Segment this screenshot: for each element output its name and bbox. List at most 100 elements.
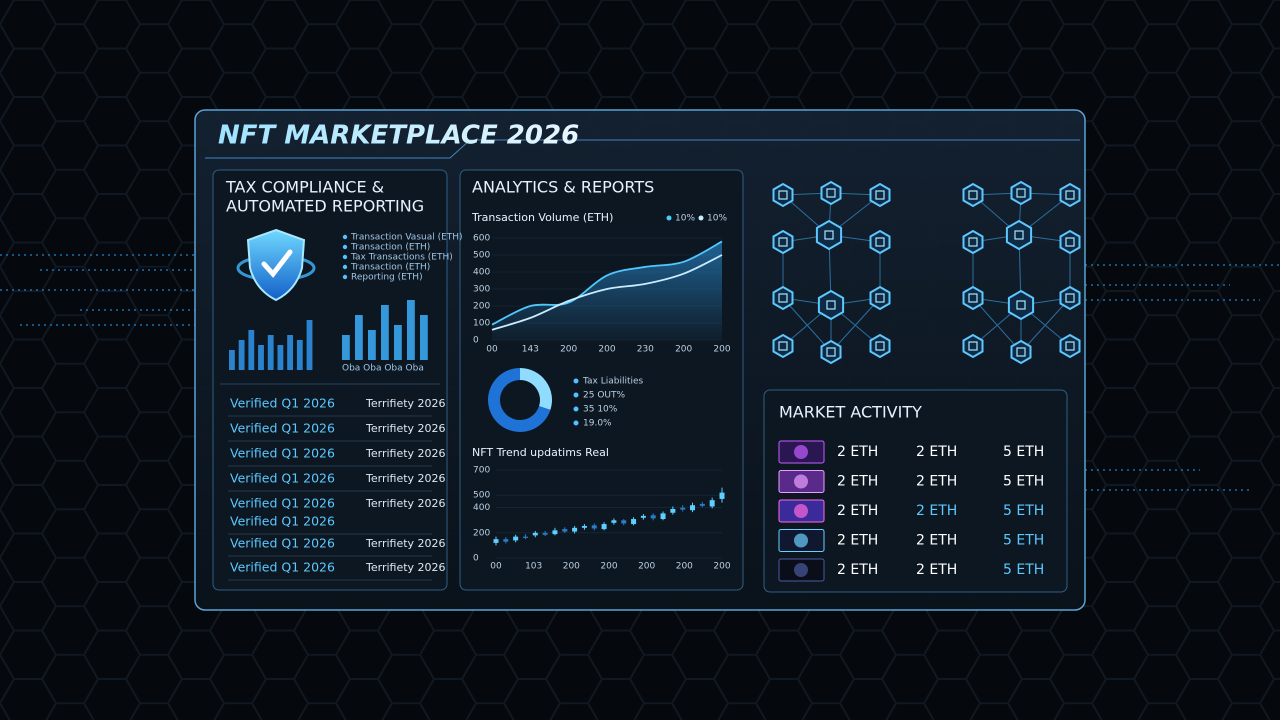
network-node xyxy=(1059,285,1081,311)
row-status: Terrifiety 2026 xyxy=(365,497,446,510)
legend-dot xyxy=(342,254,348,260)
network-icon xyxy=(778,237,788,247)
market-value: 5 ETH xyxy=(1003,562,1044,578)
network-icon xyxy=(1016,347,1026,357)
legend-label: 10% xyxy=(707,214,727,224)
shield-icon xyxy=(236,228,316,302)
nft-thumbnail-art xyxy=(794,533,808,548)
bar xyxy=(407,300,415,360)
row-label: Verified Q1 2026 xyxy=(230,471,335,486)
y-tick-label: 600 xyxy=(473,234,490,244)
network-node xyxy=(962,285,984,311)
network-diagram xyxy=(772,180,1081,365)
bar xyxy=(277,345,284,370)
x-tick-label: 230 xyxy=(637,345,654,355)
network-node xyxy=(1059,182,1081,208)
legend-dot xyxy=(342,234,348,240)
y-tick-label: 200 xyxy=(473,302,490,312)
row-label: Verified Q1 2026 xyxy=(230,421,335,436)
row-label: Verified Q1 2026 xyxy=(230,496,335,511)
candle-body xyxy=(680,507,686,510)
network-node xyxy=(820,180,842,206)
network-node xyxy=(1010,339,1032,365)
x-tick-label: 143 xyxy=(522,345,539,355)
market-value: 2 ETH xyxy=(837,533,878,549)
bar xyxy=(306,320,313,370)
bar xyxy=(342,335,350,360)
candle-body xyxy=(719,492,725,499)
candle-body xyxy=(581,525,587,528)
market-value: 5 ETH xyxy=(1003,503,1044,519)
legend-dot xyxy=(573,392,579,398)
legend-label: Transaction (ETH) xyxy=(350,243,430,253)
y-tick-label: 500 xyxy=(473,491,490,501)
donut-slice xyxy=(487,368,551,432)
x-tick-label: 200 xyxy=(563,562,580,572)
legend-dot xyxy=(698,215,704,221)
candle-body xyxy=(670,508,676,513)
legend-label: Reporting (ETH) xyxy=(351,273,423,283)
bar xyxy=(248,330,255,370)
x-tick-label: 00 xyxy=(490,562,502,572)
bar xyxy=(394,325,402,360)
line xyxy=(491,254,723,331)
nft-thumbnail-art xyxy=(794,474,808,489)
network-node xyxy=(772,333,794,359)
area xyxy=(492,241,722,340)
network-icon xyxy=(778,341,788,351)
row-label: Verified Q1 2026 xyxy=(230,396,335,411)
row-label: Verified Q1 2026 xyxy=(230,536,335,551)
candle-body xyxy=(591,525,597,529)
network-node xyxy=(869,182,891,208)
row-label: Verified Q1 2026 xyxy=(230,560,335,575)
y-tick-label: 200 xyxy=(473,528,490,538)
market-value: 5 ETH xyxy=(1003,474,1044,490)
market-panel xyxy=(763,389,1068,593)
x-tick-label: 200 xyxy=(560,345,577,355)
y-tick-label: 400 xyxy=(473,503,490,513)
candle-body xyxy=(493,539,499,543)
y-tick-label: 0 xyxy=(473,554,479,564)
y-tick-label: 300 xyxy=(473,285,490,295)
network-icon xyxy=(875,293,885,303)
legend-dot xyxy=(342,244,348,250)
network-node xyxy=(962,333,984,359)
panel-title: TAX COMPLIANCE & xyxy=(225,178,384,197)
bar xyxy=(381,305,389,360)
network-icon xyxy=(875,341,885,351)
candle-body xyxy=(650,515,656,519)
bar-caption: Oba Oba Oba Oba xyxy=(342,364,424,374)
legend-dot xyxy=(342,274,348,280)
network-icon xyxy=(968,237,978,247)
market-value: 5 ETH xyxy=(1003,444,1044,460)
network-icon xyxy=(778,190,788,200)
panel-title: ANALYTICS & REPORTS xyxy=(472,178,654,197)
candle-body xyxy=(503,539,509,542)
network-node xyxy=(869,285,891,311)
market-value: 2 ETH xyxy=(837,474,878,490)
candle-body xyxy=(601,524,607,530)
bar xyxy=(258,345,264,370)
network-icon xyxy=(1016,300,1026,310)
network-node xyxy=(772,229,794,255)
x-tick-label: 200 xyxy=(713,345,730,355)
row-status: Terrifiety 2026 xyxy=(365,537,446,550)
network-icon xyxy=(824,230,834,240)
x-tick-label: 200 xyxy=(638,562,655,572)
network-icon xyxy=(1065,293,1075,303)
chart-title: Transaction Volume (ETH) xyxy=(471,211,613,224)
x-tick-label: 200 xyxy=(713,562,730,572)
y-tick-label: 100 xyxy=(473,319,490,329)
legend-dot xyxy=(342,264,348,270)
legend-label: 10% xyxy=(675,214,695,224)
bar xyxy=(238,340,245,370)
legend-label: Transaction (ETH) xyxy=(350,263,430,273)
x-tick-label: 200 xyxy=(598,345,615,355)
network-node xyxy=(817,289,845,321)
network-node xyxy=(1059,229,1081,255)
chart-title: NFT Trend updatims Real xyxy=(472,446,609,459)
row-label: Verified Q1 2026 xyxy=(230,446,335,461)
candle-body xyxy=(513,536,519,541)
row-status: Terrifiety 2026 xyxy=(365,422,446,435)
